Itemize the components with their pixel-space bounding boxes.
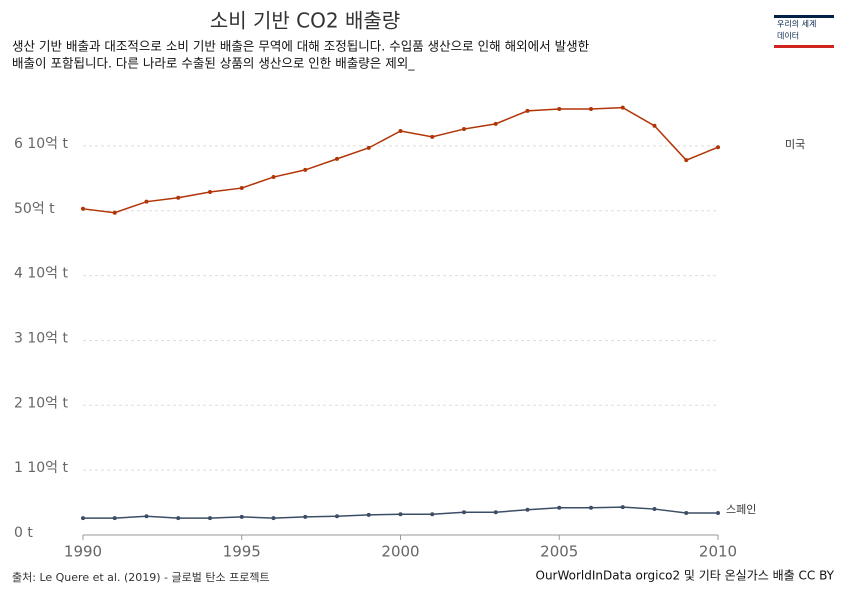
point <box>620 505 625 510</box>
point <box>589 505 593 510</box>
point <box>366 512 371 517</box>
point <box>112 210 117 215</box>
logo-bar <box>774 15 834 18</box>
logo-text: 우리의 세계 <box>777 19 816 29</box>
point <box>462 510 466 515</box>
y-tick-label: 2 10억 t <box>14 395 69 411</box>
y-tick-label: 3 10억 t <box>14 330 69 346</box>
point <box>271 516 276 521</box>
subtitle: 배출이 포함됩니다. 다른 나라로 수출된 상품의 생산으로 인한 배출량은 제… <box>12 56 415 71</box>
point <box>208 516 212 521</box>
point <box>208 189 212 194</box>
point <box>430 512 435 517</box>
point <box>493 510 498 515</box>
point <box>81 206 85 211</box>
point <box>239 186 244 191</box>
point <box>303 167 308 172</box>
point <box>557 106 562 111</box>
y-tick-label: 50억 t <box>14 201 55 217</box>
point <box>176 195 181 200</box>
point <box>557 505 562 510</box>
point <box>493 121 498 126</box>
y-tick-label: 0 t <box>14 525 33 541</box>
chart-title: 소비 기반 CO2 배출량 <box>210 9 400 33</box>
x-tick-label: 1995 <box>223 543 261 561</box>
point <box>176 516 181 521</box>
point <box>684 510 689 515</box>
point <box>81 516 85 521</box>
logo-bar <box>774 45 834 48</box>
point <box>335 514 339 519</box>
point <box>716 145 720 150</box>
source: 출처: Le Quere et al. (2019) - 글로벌 탄소 프로젝트 <box>12 571 270 584</box>
point <box>335 156 339 161</box>
point <box>716 510 720 515</box>
point <box>144 199 149 204</box>
subtitle: 생산 기반 배출과 대조적으로 소비 기반 배출은 무역에 대해 조정됩니다. … <box>12 39 590 54</box>
series-label: 미국 <box>785 138 805 151</box>
point <box>430 134 435 139</box>
point <box>462 127 466 132</box>
y-tick-label: 4 10억 t <box>14 266 69 282</box>
point <box>366 145 371 150</box>
point <box>652 123 657 128</box>
x-tick-label: 1990 <box>64 543 102 561</box>
point <box>525 507 530 512</box>
point <box>239 514 244 519</box>
point <box>684 158 689 163</box>
point <box>525 108 530 113</box>
point <box>398 128 403 133</box>
x-tick-label: 2000 <box>381 543 419 561</box>
logo-text: 데이터 <box>777 31 799 41</box>
x-tick-label: 2010 <box>699 543 737 561</box>
point <box>652 507 657 512</box>
y-tick-label: 6 10억 t <box>14 136 69 152</box>
point <box>620 105 625 110</box>
y-tick-label: 1 10억 t <box>14 460 69 476</box>
point <box>589 106 593 111</box>
point <box>271 175 276 180</box>
footer: OurWorldInData orgico2 및 기타 온실가스 배출 CC B… <box>536 569 835 583</box>
point <box>112 516 117 521</box>
logo-box <box>774 15 834 49</box>
x-tick-label: 2005 <box>540 543 578 561</box>
series-label: 스페인 <box>726 503 756 516</box>
point <box>303 514 308 519</box>
point <box>144 514 149 519</box>
point <box>398 512 403 517</box>
